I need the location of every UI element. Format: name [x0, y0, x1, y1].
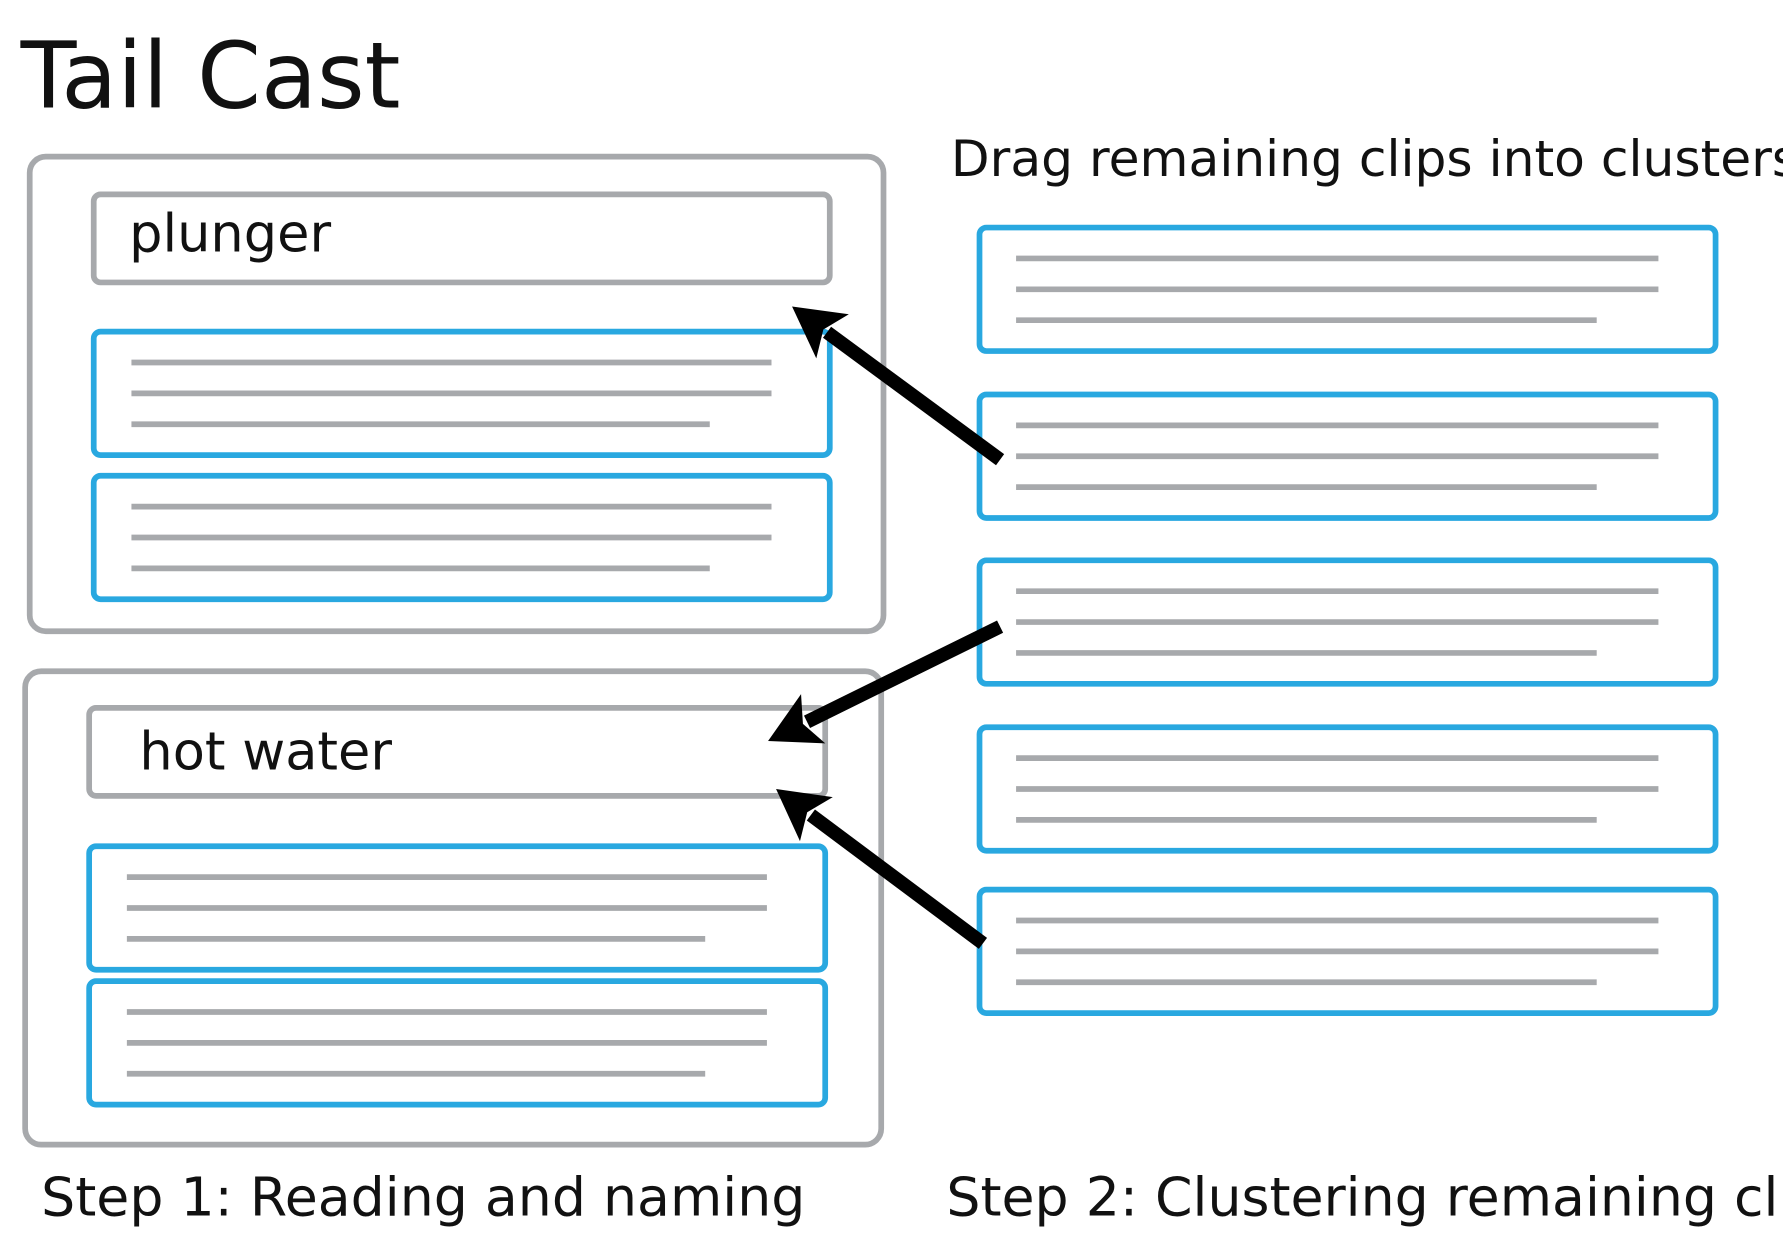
- cluster-label: hot water: [139, 722, 392, 783]
- arrow: [822, 326, 1005, 466]
- arrow-head: [792, 306, 849, 359]
- instruction: Drag remaining clips into clusters: [951, 129, 1783, 188]
- arrow-head: [768, 694, 826, 744]
- arrow-head: [776, 789, 833, 842]
- title: Tail Cast: [20, 22, 401, 129]
- cluster-label-box: [90, 191, 833, 286]
- step-caption: Step 1: Reading and naming: [41, 1166, 805, 1229]
- arrow: [806, 809, 988, 949]
- arrow: [803, 620, 1004, 728]
- cluster-label-box: [86, 704, 829, 799]
- cluster-label: plunger: [129, 204, 331, 265]
- step-caption: Step 2: Clustering remaining clips: [946, 1166, 1783, 1229]
